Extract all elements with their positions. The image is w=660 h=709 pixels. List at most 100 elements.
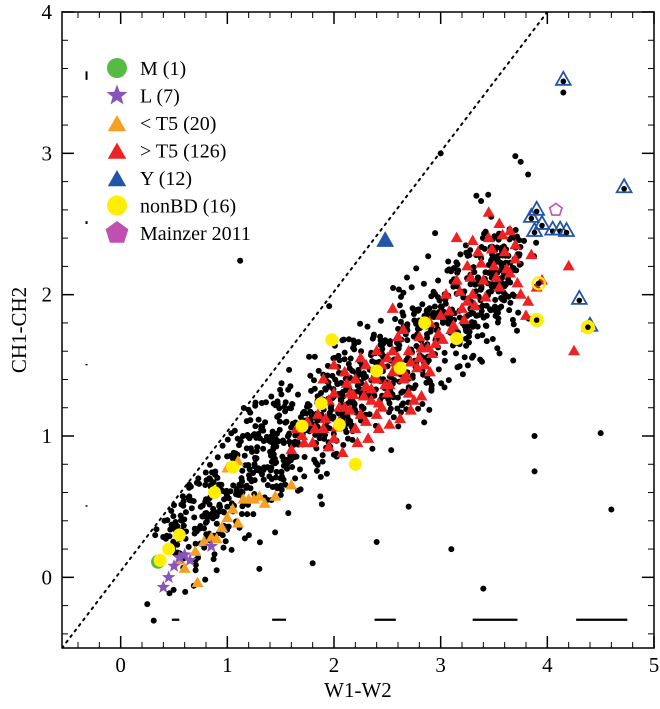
background-point [351, 402, 358, 408]
background-point [246, 466, 253, 473]
background-point [349, 367, 356, 374]
background-point [221, 496, 228, 503]
background-point [170, 586, 177, 593]
background-point [276, 426, 283, 433]
data-point [477, 274, 490, 285]
background-point [260, 445, 267, 452]
y-tick-label: 2 [42, 283, 53, 307]
data-point [383, 418, 396, 429]
background-point [489, 336, 496, 342]
background-point [241, 535, 248, 542]
background-point [311, 353, 318, 360]
data-point-center [621, 185, 627, 192]
background-point [191, 514, 198, 521]
data-point [306, 436, 319, 448]
background-point [470, 310, 477, 317]
background-point [274, 413, 281, 420]
background-point [192, 562, 199, 568]
data-point [210, 532, 223, 544]
data-point [162, 542, 176, 556]
data-point [568, 344, 580, 356]
data-point [570, 289, 589, 305]
data-point [351, 436, 364, 448]
background-point [438, 380, 445, 387]
background-point [424, 311, 431, 318]
background-point [405, 503, 412, 510]
background-point [448, 546, 455, 553]
background-point [258, 400, 265, 406]
legend-marker [107, 195, 127, 216]
background-point [179, 493, 186, 500]
data-point [522, 295, 535, 306]
data-point [490, 271, 503, 282]
background-point [394, 394, 401, 401]
background-point [413, 265, 420, 272]
background-point [221, 488, 228, 495]
background-point [404, 274, 410, 281]
data-point [413, 330, 426, 342]
background-point [195, 475, 202, 482]
background-point [201, 544, 208, 551]
background-point [461, 354, 468, 361]
background-point [485, 191, 492, 198]
background-point [464, 362, 471, 369]
background-point [231, 427, 238, 434]
background-point [441, 357, 448, 364]
background-point [224, 523, 231, 530]
background-point [251, 477, 258, 484]
data-point-center [533, 317, 540, 323]
background-point [485, 269, 492, 276]
data-point [328, 358, 340, 370]
background-point [282, 399, 289, 406]
background-point [311, 377, 317, 384]
data-point [285, 478, 298, 490]
y-tick-label: 0 [42, 565, 53, 589]
background-point [386, 400, 393, 407]
background-point [191, 530, 198, 537]
background-point [410, 311, 417, 317]
background-point [276, 418, 283, 425]
data-point [298, 436, 311, 448]
background-point [521, 237, 527, 244]
data-point [496, 228, 509, 240]
background-point [339, 337, 346, 344]
background-point [170, 513, 177, 520]
data-point [314, 396, 328, 410]
background-point [323, 470, 330, 477]
background-point [415, 307, 422, 314]
background-point [395, 423, 402, 430]
background-point [382, 337, 389, 344]
data-point [482, 231, 495, 243]
background-point [369, 445, 376, 452]
background-point [241, 452, 248, 459]
background-point [259, 423, 266, 430]
background-point [377, 317, 384, 324]
background-point [463, 328, 470, 335]
data-point [360, 415, 372, 426]
background-point [297, 466, 303, 473]
background-point [387, 405, 394, 412]
background-point [398, 389, 405, 396]
y-axis-title: CH1-CH2 [7, 287, 31, 373]
data-point [413, 351, 426, 363]
background-point [318, 390, 324, 396]
background-point [479, 358, 485, 365]
background-point [191, 525, 198, 532]
background-point [202, 576, 209, 583]
data-point [426, 347, 439, 359]
data-point [204, 539, 218, 552]
background-point [254, 444, 261, 451]
background-point [278, 391, 285, 398]
background-point [224, 436, 231, 443]
data-point-center [563, 229, 570, 236]
data-point [344, 404, 356, 415]
background-point [322, 386, 329, 393]
background-point [324, 372, 331, 379]
data-point [429, 337, 442, 349]
data-point [381, 387, 394, 398]
background-point [462, 242, 469, 249]
data-point [312, 408, 324, 419]
data-point [197, 535, 210, 547]
background-point [390, 285, 397, 291]
